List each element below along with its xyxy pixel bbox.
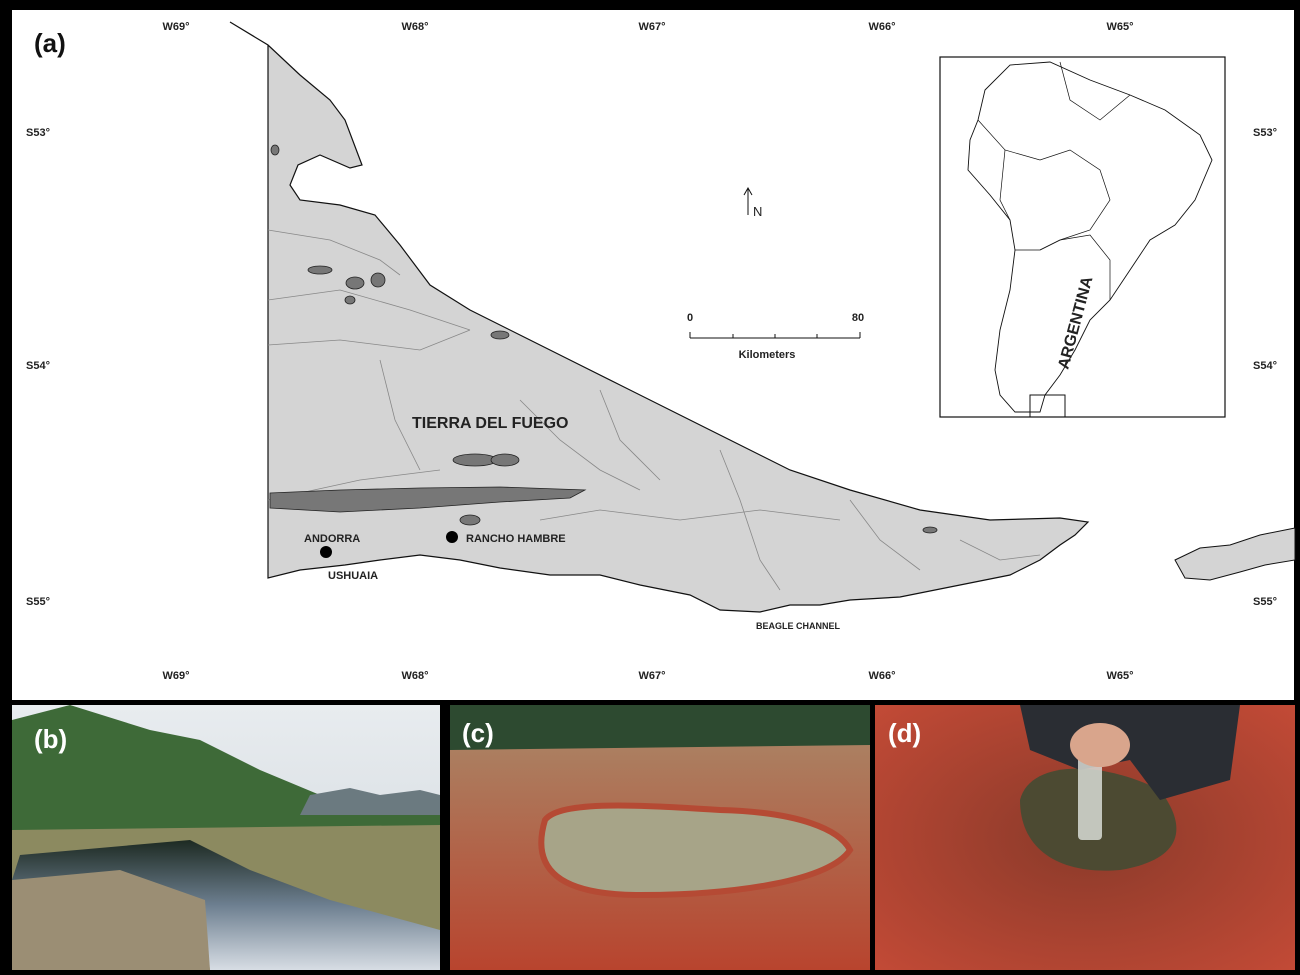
region-label: TIERRA DEL FUEGO [412,415,568,432]
photo-d [875,705,1295,970]
longitude-label: W65° [1106,670,1133,682]
place-label: BEAGLE CHANNEL [756,621,841,631]
panel-label: (a) [34,28,66,58]
photo-c [450,705,870,970]
scale-label: 80 [852,312,864,324]
place-label: ANDORRA [304,533,360,545]
place-label: RANCHO HAMBRE [466,533,566,545]
longitude-label: W69° [162,670,189,682]
latitude-label: S55° [1253,596,1277,608]
latitude-label: S54° [1253,360,1277,372]
longitude-label: W68° [401,21,428,33]
inset-map [940,57,1225,417]
longitude-label: W68° [401,670,428,682]
north-label: N [753,204,762,219]
latitude-label: S55° [26,596,50,608]
panel-label: (c) [462,718,494,748]
latitude-label: S54° [26,360,50,372]
scale-unit: Kilometers [739,349,796,361]
longitude-label: W69° [162,21,189,33]
latitude-label: S53° [26,127,50,139]
photo-b [12,705,440,970]
latitude-label: S53° [1253,127,1277,139]
longitude-label: W66° [868,21,895,33]
longitude-label: W66° [868,670,895,682]
longitude-label: W65° [1106,21,1133,33]
longitude-label: W67° [638,670,665,682]
site-andorra [320,546,332,558]
scale-label: 0 [687,312,693,324]
longitude-label: W67° [638,21,665,33]
figure: (a) ANDORRA USHUAIA RANCHO HAMBRE BEAGLE… [0,0,1300,975]
site-rancho-hambre [446,531,458,543]
panel-label: (d) [888,718,921,748]
panel-label: (b) [34,724,67,754]
place-label: USHUAIA [328,570,378,582]
